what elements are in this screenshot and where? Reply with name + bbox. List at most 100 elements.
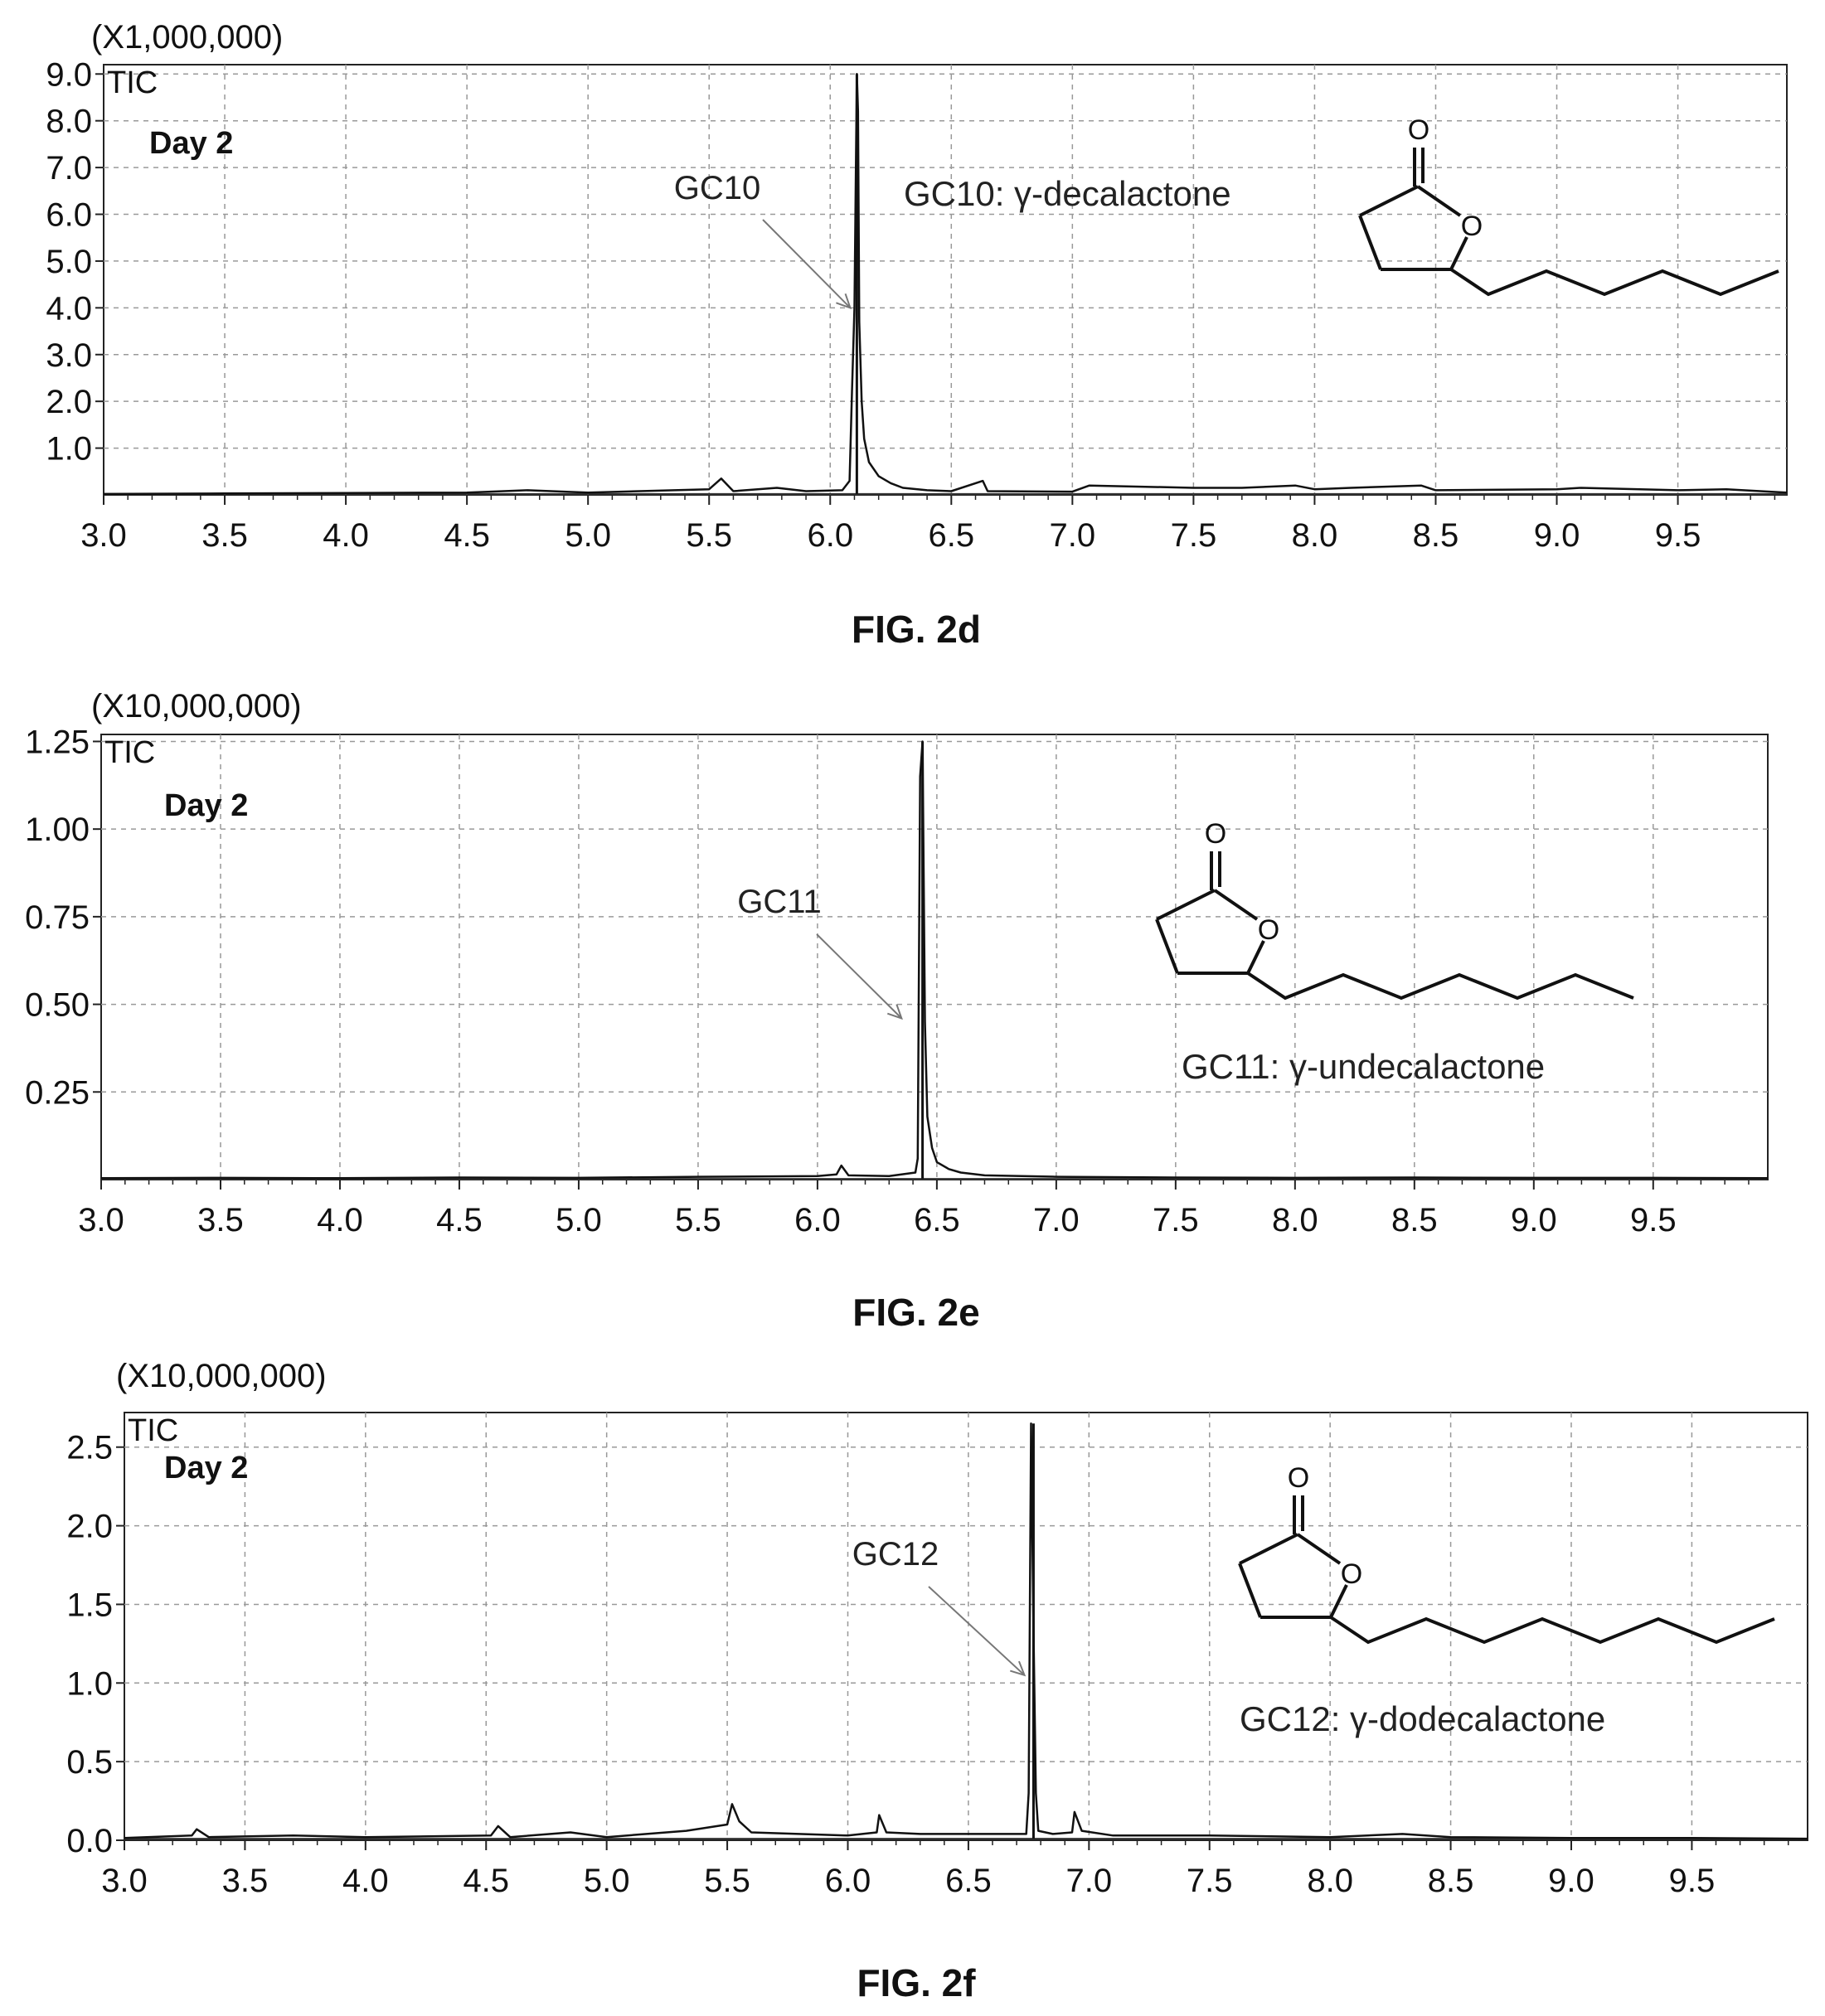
- chromatogram-svg-fig-2f: 3.0 3.5 4.0 4.5 5.0 5.5 6.0 6.5 7.0 7.5 8.0 8.5 9.0 9…: [66, 1358, 1808, 2004]
- y-scale-label: (X10,000,000): [91, 688, 302, 724]
- x-tick-label: 6.5: [928, 517, 974, 554]
- x-tick-label: 5.0: [584, 1863, 630, 1899]
- y-tick-label: 0.0: [66, 1823, 113, 1859]
- x-tick-label: 3.0: [78, 1202, 124, 1238]
- x-tick-label: 9.5: [1655, 517, 1701, 554]
- x-tick-label: 8.0: [1307, 1863, 1353, 1899]
- y-tick-label: 1.0: [66, 1665, 113, 1702]
- y-tick-label: 2.0: [66, 1509, 113, 1545]
- x-tick-label: 7.0: [1033, 1202, 1080, 1238]
- x-tick-label: 3.0: [101, 1863, 148, 1899]
- x-tick-label: 3.5: [201, 517, 248, 554]
- figure-caption: FIG. 2e: [852, 1291, 979, 1334]
- y-tick-label: 1.00: [25, 812, 90, 848]
- x-tick-label: 6.0: [794, 1202, 841, 1238]
- ring-bond-1: [1155, 918, 1179, 974]
- y-tick-label: 8.0: [46, 104, 92, 140]
- alkyl-chain-1: [1246, 972, 1634, 1001]
- grid-0: [104, 65, 1787, 495]
- chromatogram-svg-fig-2e: 3.0 3.5 4.0 4.5 5.0 5.5 6.0 6.5 7.0 7.5 8.0 8.5 9.0 9…: [25, 688, 1769, 1334]
- x-tick-label: 7.5: [1187, 1863, 1233, 1899]
- plot-frame-1: [100, 734, 1769, 1180]
- chromatogram-panel-fig-2d: 3.0 3.5 4.0 4.5 5.0 5.5 6.0 6.5 7.0 7.5 8.0 8.5 9.0 9…: [0, 0, 1825, 671]
- x-tick-label: 9.5: [1669, 1863, 1716, 1899]
- x-tick-label: 9.0: [1534, 517, 1580, 554]
- grid-1: [101, 734, 1768, 1180]
- compound-label: GC10: γ-decalactone: [904, 174, 1231, 213]
- x-tick-label: 6.5: [945, 1863, 992, 1899]
- grid-2: [124, 1413, 1808, 1840]
- y-tick-label: 0.75: [25, 899, 90, 936]
- ring-oxygen-atom-2: O: [1341, 1558, 1362, 1590]
- x-tick-label: 5.0: [565, 517, 611, 554]
- x-tick-label: 8.0: [1272, 1202, 1318, 1238]
- ring-bond-2: [1329, 1584, 1348, 1618]
- y-tick-label: 7.0: [46, 150, 92, 187]
- ring-oxygen-atom-0: O: [1461, 211, 1483, 242]
- peak-label: GC10: [674, 170, 761, 206]
- y-tick-label: 3.0: [46, 337, 92, 374]
- x-tick-label: 9.0: [1511, 1202, 1557, 1238]
- plot-frame-2: [124, 1412, 1808, 1841]
- x-tick-label: 5.5: [675, 1202, 721, 1238]
- ring-bond-1: [1213, 889, 1259, 921]
- ring-bond-1: [1246, 940, 1265, 974]
- ring-bond-2: [1296, 1533, 1342, 1565]
- ring-bond-1: [1156, 889, 1216, 921]
- peak-arrow-head: [836, 293, 852, 309]
- day-label: Day 2: [164, 788, 248, 823]
- peak-arrow-line: [762, 219, 852, 309]
- day-label: Day 2: [164, 1451, 248, 1485]
- y-tick-label: 2.0: [46, 384, 92, 420]
- alkyl-chain-0: [1449, 268, 1779, 297]
- tic-trace-2: [124, 1422, 1808, 1840]
- y-tick-label: 4.0: [46, 290, 92, 327]
- peak-label: GC11: [737, 884, 822, 920]
- x-tick-label: 6.0: [807, 517, 853, 554]
- y-tick-label: 5.0: [46, 244, 92, 280]
- ring-bond-0: [1359, 185, 1419, 217]
- x-tick-label: 7.5: [1153, 1202, 1199, 1238]
- y-tick-label: 6.0: [46, 197, 92, 234]
- x-tick-label: 9.5: [1630, 1202, 1677, 1238]
- y-tick-label: 1.5: [66, 1587, 113, 1623]
- x-tick-label: 8.5: [1428, 1863, 1474, 1899]
- x-tick-label: 9.0: [1548, 1863, 1594, 1899]
- y-tick-label: 0.50: [25, 987, 90, 1024]
- tic-trace-1: [100, 740, 1769, 1180]
- x-tick-label: 8.5: [1413, 517, 1459, 554]
- peak-arrow-head: [1010, 1660, 1027, 1677]
- x-tick-label: 4.5: [463, 1863, 509, 1899]
- x-tick-label: 3.5: [222, 1863, 269, 1899]
- x-tick-label: 7.0: [1050, 517, 1096, 554]
- compound-label: GC11: γ-undecalactone: [1182, 1047, 1545, 1086]
- ring-bond-2: [1238, 1563, 1262, 1618]
- x-tick-label: 5.5: [704, 1863, 750, 1899]
- y-tick-label: 2.5: [66, 1430, 113, 1466]
- ring-oxygen-atom-1: O: [1258, 914, 1279, 946]
- ring-bond-0: [1358, 215, 1382, 270]
- x-tick-label: 4.5: [444, 517, 490, 554]
- x-tick-label: 4.5: [436, 1202, 483, 1238]
- carbonyl-oxygen-atom-1: O: [1205, 818, 1226, 850]
- x-tick-label: 4.0: [317, 1202, 363, 1238]
- peak-arrow-line: [928, 1586, 1026, 1676]
- ring-bond-0: [1416, 185, 1462, 217]
- x-tick-label: 5.0: [556, 1202, 602, 1238]
- alkyl-chain-2: [1329, 1616, 1775, 1645]
- trace-label: TIC: [128, 1413, 178, 1448]
- tic-trace-0: [103, 73, 1788, 496]
- x-tick-label: 7.5: [1171, 517, 1217, 554]
- trace-label: TIC: [107, 65, 158, 100]
- peak-label: GC12: [852, 1536, 939, 1573]
- lactone-structure-1: [1155, 851, 1634, 1001]
- compound-label: GC12: γ-dodecalactone: [1240, 1699, 1605, 1738]
- ring-bond-0: [1449, 236, 1468, 270]
- y-tick-label: 0.25: [25, 1074, 90, 1111]
- plot-frame-0: [103, 64, 1788, 496]
- figure-caption: FIG. 2f: [857, 1961, 976, 2004]
- carbonyl-oxygen-atom-2: O: [1288, 1462, 1309, 1494]
- x-tick-label: 8.5: [1391, 1202, 1438, 1238]
- lactone-structure-2: [1238, 1495, 1775, 1645]
- y-tick-label: 9.0: [46, 56, 92, 93]
